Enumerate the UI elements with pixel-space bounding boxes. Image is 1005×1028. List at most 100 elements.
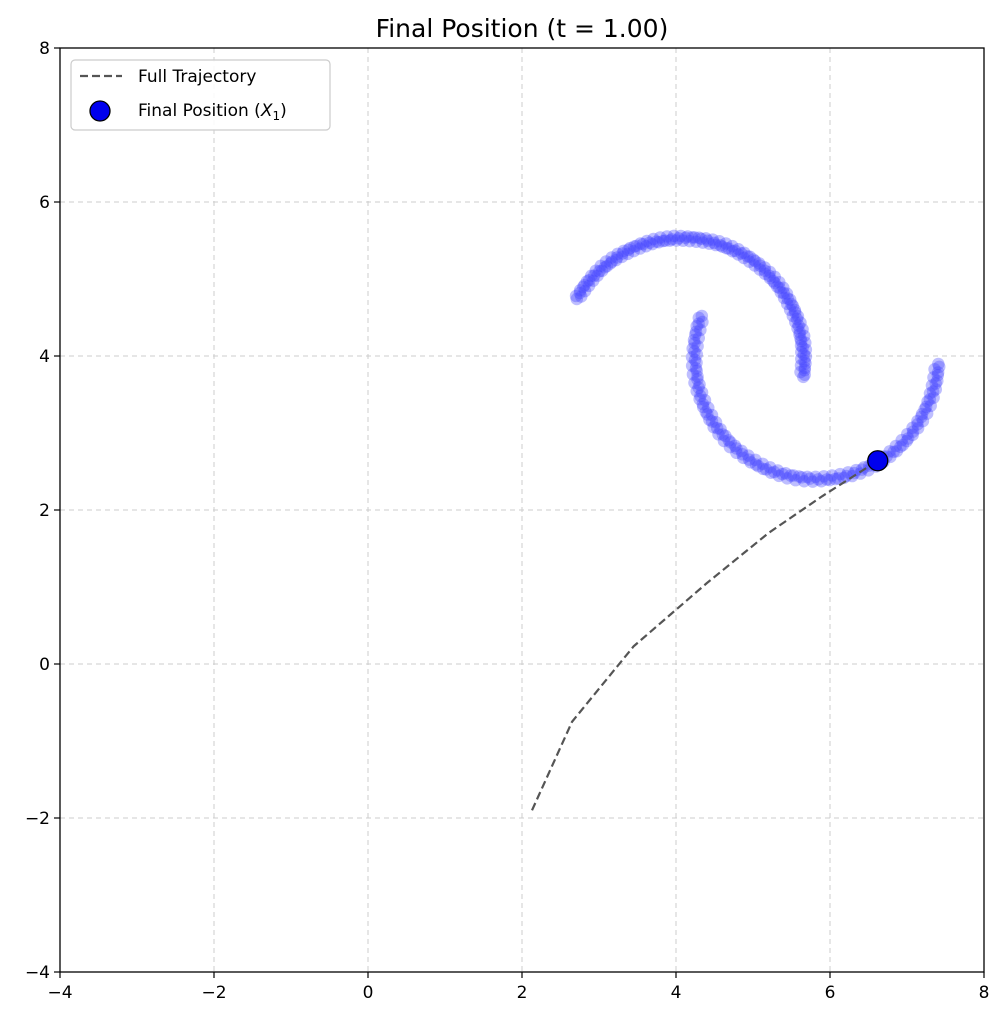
moon-point-upper (797, 370, 810, 384)
moon-point-upper (610, 251, 624, 264)
moon-point-lower (901, 427, 914, 441)
moon-point-upper (667, 229, 681, 243)
y-tick-label: −4 (25, 963, 50, 983)
moon-point-lower (847, 466, 861, 480)
moon-point-lower (688, 376, 701, 390)
moon-point-lower (896, 438, 909, 452)
moon-point-lower (815, 474, 828, 488)
moon-point-lower (716, 428, 730, 441)
moon-point-upper (793, 326, 806, 339)
legend-final-label-sub: 1 (272, 109, 280, 123)
moon-point-upper (788, 303, 802, 317)
moon-point-upper (783, 293, 797, 306)
y-tick-label: 4 (39, 347, 50, 367)
moon-point-lower (723, 440, 737, 454)
moon-point-upper (683, 234, 696, 248)
moon-point-lower (795, 471, 808, 484)
moon-point-upper (758, 267, 772, 281)
moon-point-lower (915, 407, 929, 421)
moon-point-lower (883, 445, 896, 458)
axis-ticks: −4 −2 0 2 4 6 8 −4 −2 0 2 4 6 8 (25, 39, 989, 1003)
legend-box (70, 59, 331, 131)
moon-point-lower (918, 403, 931, 416)
moon-point-lower (931, 366, 945, 379)
moon-point-lower (696, 397, 710, 411)
moon-point-upper (599, 255, 613, 268)
moon-point-upper (768, 270, 782, 284)
moon-point-upper (604, 257, 617, 270)
moon-point-lower (820, 473, 834, 486)
moon-point-upper (647, 232, 660, 246)
moon-point-lower (779, 466, 792, 480)
moon-point-upper (595, 264, 609, 278)
moon-point-lower (703, 413, 716, 427)
moon-point-upper (794, 316, 807, 329)
moon-point-upper (582, 273, 596, 287)
x-tick-label: 8 (979, 983, 990, 1003)
moon-point-lower (817, 470, 831, 483)
moon-point-lower (690, 384, 703, 398)
moon-point-lower (812, 473, 825, 486)
x-tick-label: 6 (825, 983, 836, 1003)
final-position-point (867, 450, 889, 472)
moon-point-upper (690, 235, 703, 248)
moon-point-lower (705, 415, 719, 428)
moon-point-lower (823, 473, 837, 487)
moon-point-lower (742, 449, 755, 462)
y-tick-label: 0 (39, 655, 50, 675)
moon-point-upper (688, 231, 701, 244)
moon-point-upper (795, 345, 808, 359)
moon-point-upper (791, 310, 805, 323)
moon-point-upper (786, 299, 800, 313)
moon-point-lower (742, 453, 756, 466)
moon-point-lower (685, 359, 699, 373)
moon-point-lower (927, 371, 940, 384)
moon-point-upper (617, 244, 630, 258)
moon-point-lower (806, 475, 819, 488)
y-tick-label: 6 (39, 193, 50, 213)
moon-point-lower (833, 467, 847, 481)
moon-point-upper (573, 286, 587, 300)
moon-point-upper (672, 232, 685, 245)
moon-point-lower (689, 325, 703, 339)
moon-point-lower (694, 323, 707, 337)
moon-point-upper (652, 236, 666, 249)
moon-point-upper (659, 234, 672, 247)
moon-point-upper (714, 239, 727, 252)
moon-point-upper (633, 242, 647, 255)
moon-point-lower (695, 386, 709, 399)
moon-point-lower (730, 446, 743, 460)
moon-point-lower (895, 433, 908, 447)
moon-point-lower (928, 363, 941, 376)
moon-point-upper (611, 247, 624, 261)
moon-point-lower (771, 464, 784, 477)
moon-point-lower (701, 408, 714, 421)
moon-point-lower (724, 436, 737, 449)
moon-point-upper (777, 291, 791, 305)
moon-point-upper (630, 239, 643, 253)
moon-point-lower (752, 459, 765, 473)
moon-point-upper (731, 248, 745, 261)
moon-point-upper (636, 237, 650, 251)
moon-point-upper (663, 234, 677, 247)
moon-point-upper (575, 290, 588, 303)
moon-point-upper (726, 244, 739, 258)
moon-point-upper (676, 234, 690, 247)
moon-point-lower (688, 345, 701, 358)
moon-point-lower (772, 469, 786, 483)
moon-point-lower (717, 434, 731, 448)
moon-point-upper (640, 234, 654, 248)
moon-point-upper (587, 269, 601, 282)
moon-point-lower (837, 471, 851, 485)
moon-point-lower (931, 369, 945, 382)
moon-point-upper (763, 272, 777, 285)
moon-point-lower (831, 472, 845, 485)
moon-point-upper (777, 281, 790, 294)
moon-point-lower (901, 432, 915, 445)
moon-point-lower (906, 428, 919, 442)
moon-point-upper (728, 244, 742, 258)
moon-point-lower (690, 356, 703, 369)
moon-point-upper (794, 332, 807, 346)
